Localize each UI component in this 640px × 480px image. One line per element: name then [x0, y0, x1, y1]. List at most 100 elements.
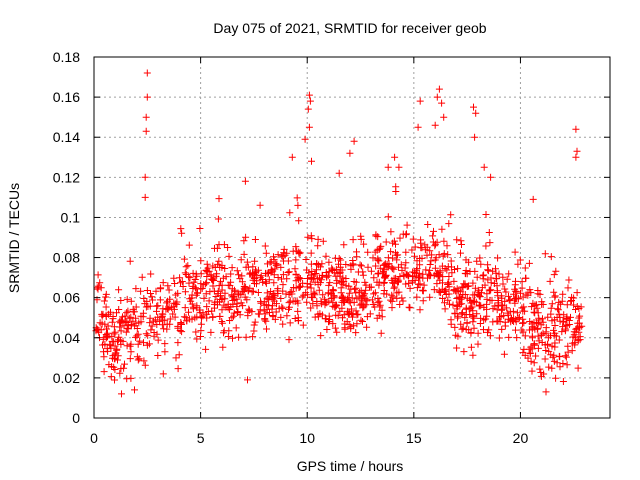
data-point [256, 201, 264, 209]
data-point [143, 287, 151, 294]
data-point [249, 333, 257, 341]
data-point [423, 251, 431, 259]
data-point [166, 320, 174, 328]
data-point [572, 153, 580, 161]
data-point [215, 195, 223, 203]
data-point [526, 318, 534, 325]
data-point [159, 279, 167, 287]
data-point [493, 282, 501, 290]
data-point [511, 299, 519, 307]
data-point [548, 342, 556, 350]
data-point [129, 317, 137, 325]
data-point [215, 257, 223, 265]
data-point [140, 339, 147, 347]
y-axis-label: SRMTID / TECUs [6, 183, 22, 293]
data-point [149, 296, 156, 304]
data-point [317, 332, 325, 340]
data-point [278, 252, 286, 260]
data-point [210, 300, 218, 308]
data-point [302, 256, 310, 263]
data-point [141, 300, 149, 308]
data-point [441, 305, 449, 313]
data-point [380, 279, 388, 287]
data-point [350, 322, 358, 330]
data-point [357, 287, 365, 295]
data-point [487, 279, 495, 287]
data-point [541, 341, 549, 349]
data-point [284, 269, 292, 276]
data-point [505, 333, 513, 341]
data-point [156, 296, 164, 304]
data-point [522, 291, 530, 299]
data-point [471, 291, 479, 299]
data-point [454, 314, 461, 322]
data-point [531, 301, 539, 309]
data-point [320, 295, 328, 303]
data-point [487, 173, 495, 181]
data-point [266, 258, 274, 266]
data-point [387, 228, 395, 236]
data-point [164, 282, 172, 290]
data-point [331, 303, 339, 311]
data-point [556, 363, 564, 371]
data-point [399, 297, 407, 305]
data-point [406, 284, 414, 292]
data-point [102, 303, 110, 311]
data-point [239, 302, 247, 310]
data-point [505, 296, 513, 304]
data-point [209, 276, 216, 284]
data-point [174, 365, 182, 373]
data-point [431, 121, 439, 129]
data-point [154, 352, 162, 359]
data-point [224, 244, 232, 251]
data-point [228, 264, 236, 272]
data-point [126, 257, 134, 265]
data-point [483, 290, 491, 298]
data-point [333, 328, 341, 336]
data-point [564, 284, 572, 292]
data-point [220, 327, 228, 335]
data-point [508, 314, 515, 322]
data-point [191, 314, 199, 322]
data-point [485, 229, 493, 236]
data-point [257, 298, 264, 306]
data-point [515, 314, 523, 321]
data-point [127, 313, 135, 321]
data-point [438, 225, 446, 233]
data-point [234, 289, 242, 297]
data-point [352, 307, 360, 315]
data-point [322, 252, 330, 260]
data-point [387, 296, 395, 304]
data-point [576, 333, 584, 341]
data-point [564, 342, 572, 350]
data-point [98, 310, 106, 318]
data-point [512, 326, 519, 334]
data-point [555, 298, 563, 306]
data-point [292, 243, 300, 251]
data-point [450, 287, 458, 295]
data-point [463, 294, 471, 302]
data-point [212, 293, 220, 300]
data-point [337, 256, 345, 264]
data-point [369, 254, 377, 262]
data-point [462, 256, 470, 264]
data-point [285, 299, 293, 307]
data-point [294, 317, 302, 324]
data-point [214, 215, 222, 223]
data-point [263, 325, 270, 333]
x-tick-label: 5 [197, 430, 205, 446]
data-point [354, 268, 362, 276]
data-point [245, 305, 253, 313]
data-point [465, 326, 473, 334]
data-point [567, 297, 575, 305]
data-point [440, 113, 448, 121]
data-point [393, 251, 401, 259]
data-point [233, 267, 241, 275]
data-point [419, 297, 427, 305]
data-point [202, 290, 210, 298]
data-point [429, 232, 437, 240]
data-point [156, 285, 164, 293]
data-point [177, 320, 185, 328]
data-point [120, 364, 128, 372]
data-point [345, 311, 353, 318]
